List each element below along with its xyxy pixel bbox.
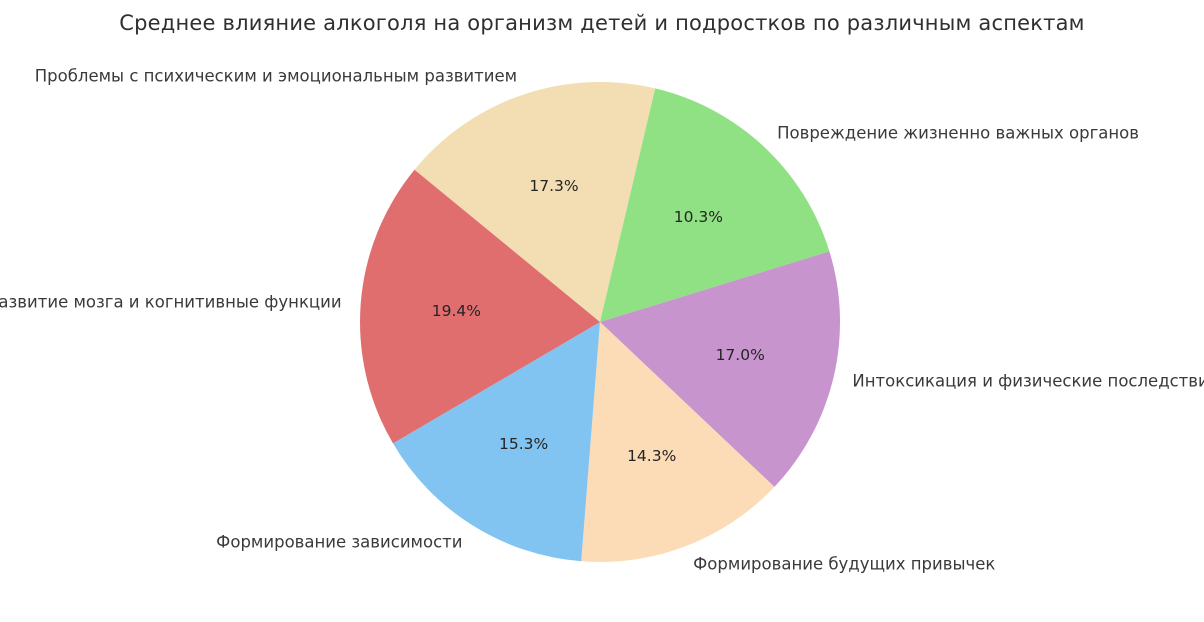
- percent-label: 17.0%: [715, 345, 765, 364]
- pie-slice-3: [581, 322, 775, 563]
- chart-title: Среднее влияние алкоголя на организм дет…: [119, 11, 1085, 35]
- percent-label: 19.4%: [431, 301, 482, 320]
- pie-slice-5: [360, 169, 600, 444]
- pie-slice-0: [414, 81, 656, 322]
- percent-label: 17.3%: [529, 176, 579, 195]
- percent-label: 15.3%: [498, 435, 549, 454]
- percent-label: 14.3%: [627, 447, 677, 466]
- pie-slice-4: [393, 322, 600, 562]
- pie-slice-2: [600, 251, 841, 487]
- slice-label: Формирование будущих привычек: [693, 554, 996, 574]
- slice-label: Повреждение жизненно важных органов: [777, 123, 1139, 143]
- slice-label: Интоксикация и физические последствия: [852, 371, 1204, 391]
- slice-label: Проблемы с психическим и эмоциональным р…: [34, 66, 518, 86]
- percent-label: 10.3%: [673, 207, 724, 226]
- slice-label: Развитие мозга и когнитивные функции: [0, 292, 342, 312]
- slice-label: Формирование зависимости: [216, 532, 463, 552]
- pie-slice-1: [600, 88, 830, 323]
